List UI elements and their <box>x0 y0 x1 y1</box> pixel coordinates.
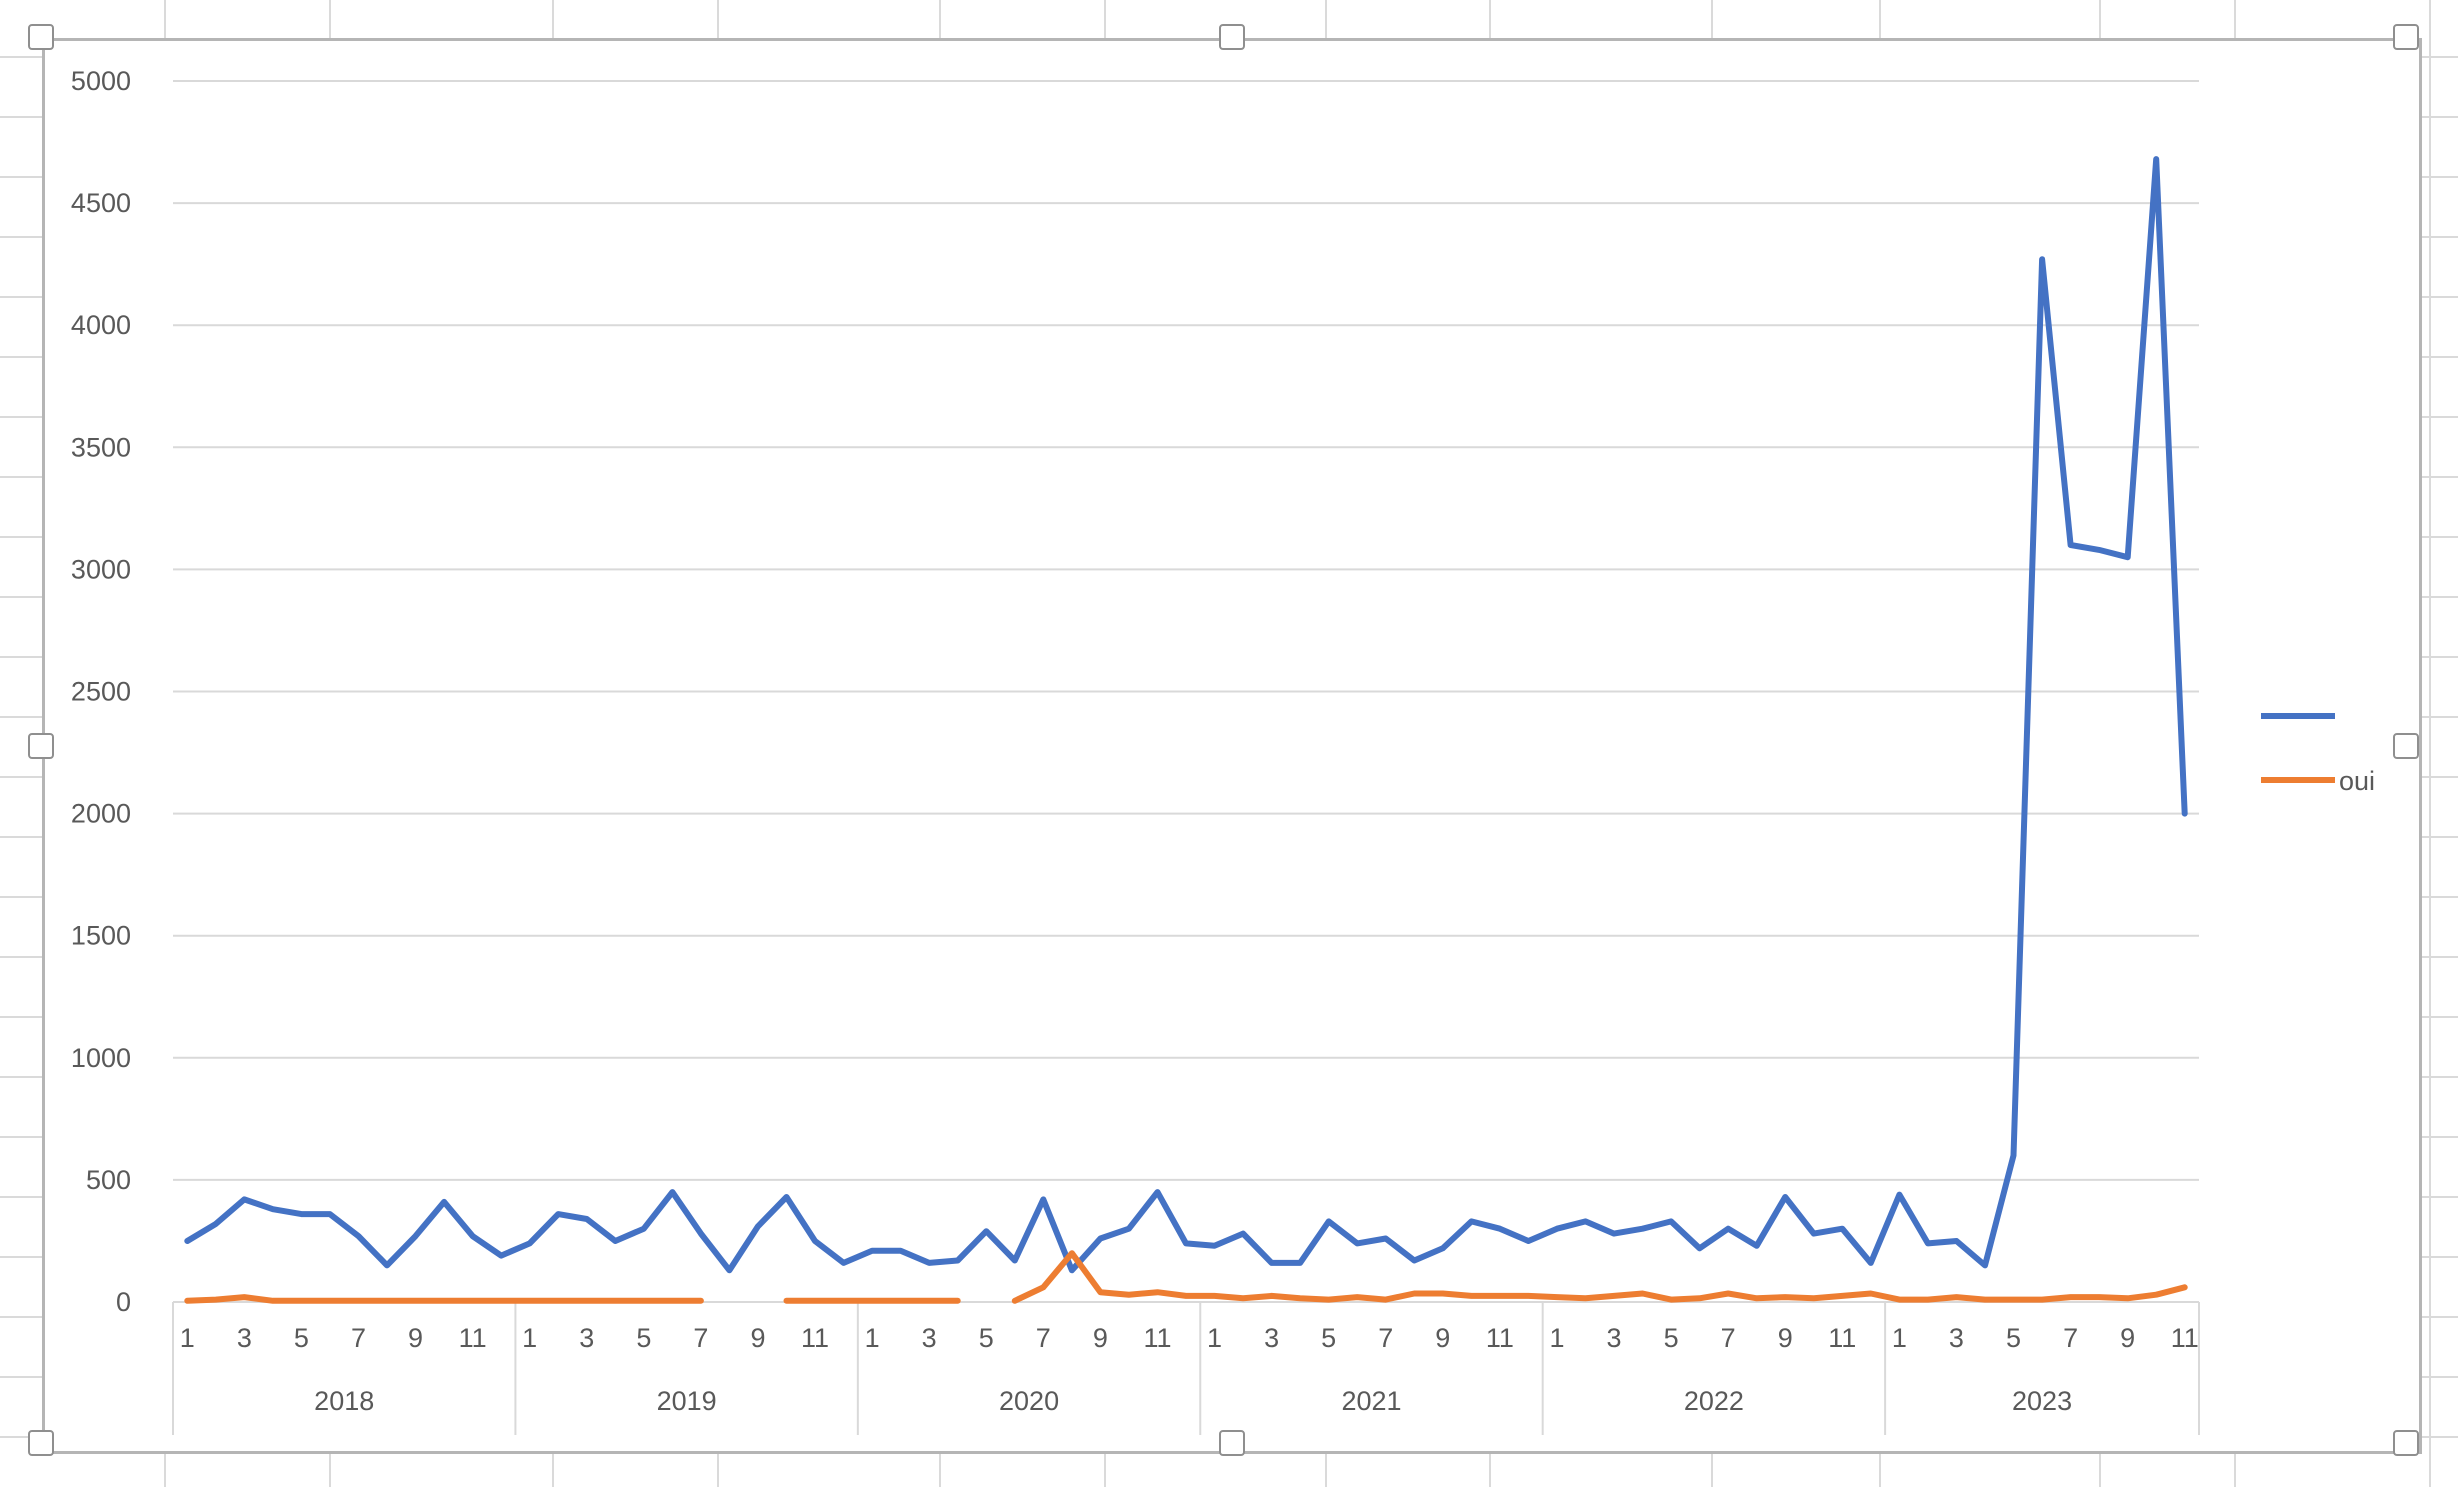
x-tick-label-month: 5 <box>979 1323 994 1353</box>
x-tick-label-month: 5 <box>1664 1323 1679 1353</box>
y-tick-label: 5000 <box>71 66 131 96</box>
y-tick-label: 3500 <box>71 432 131 462</box>
plot-series <box>184 156 2188 1304</box>
resize-handle-top-left[interactable] <box>28 24 54 50</box>
x-tick-label-month: 9 <box>1778 1323 1793 1353</box>
x-tick-label-month: 1 <box>1207 1323 1222 1353</box>
x-tick-label-month: 5 <box>294 1323 309 1353</box>
x-tick-label-month: 11 <box>801 1323 829 1353</box>
x-tick-label-month: 1 <box>522 1323 537 1353</box>
y-tick-label: 4500 <box>71 188 131 218</box>
x-tick-label-month: 11 <box>1486 1323 1514 1353</box>
resize-handle-bottom-right[interactable] <box>2393 1430 2419 1456</box>
x-tick-label-month: 9 <box>1093 1323 1108 1353</box>
x-tick-label-month: 9 <box>2120 1323 2135 1353</box>
x-tick-label-month: 11 <box>1828 1323 1856 1353</box>
x-tick-label-month: 1 <box>180 1323 195 1353</box>
x-tick-label-year: 2019 <box>657 1386 717 1416</box>
x-tick-label-month: 3 <box>1949 1323 1964 1353</box>
y-tick-label: 1000 <box>71 1043 131 1073</box>
series-line-1 <box>184 1294 704 1304</box>
y-tick-label: 1500 <box>71 921 131 951</box>
x-tick-label-month: 9 <box>1435 1323 1450 1353</box>
chart-frame[interactable]: 0 500 1000 1500 2000 2500 3000 3500 4000 4500 5000… <box>28 24 2422 1456</box>
x-tick-label-month: 1 <box>1892 1323 1907 1353</box>
x-tick-label-month: 3 <box>1264 1323 1279 1353</box>
x-tick-label-month: 7 <box>2063 1323 2078 1353</box>
y-tick-label: 2500 <box>71 677 131 707</box>
resize-handle-left[interactable] <box>28 733 54 759</box>
x-tick-label-year: 2020 <box>999 1386 1059 1416</box>
resize-handle-top-right[interactable] <box>2393 24 2419 50</box>
series-line-1 <box>1011 1250 2188 1304</box>
x-tick-label-month: 3 <box>237 1323 252 1353</box>
resize-handle-right[interactable] <box>2393 733 2419 759</box>
resize-handle-top[interactable] <box>1219 24 1245 50</box>
gridlines <box>173 80 2199 1303</box>
x-tick-label-month: 7 <box>351 1323 366 1353</box>
x-tick-label-year: 2022 <box>1684 1386 1744 1416</box>
x-tick-label-month: 1 <box>1549 1323 1564 1353</box>
x-tick-label-month: 9 <box>408 1323 423 1353</box>
x-tick-label-month: 1 <box>865 1323 880 1353</box>
x-tick-label-year: 2023 <box>2012 1386 2072 1416</box>
legend-label-1: oui <box>2339 766 2375 796</box>
x-tick-label-month: 3 <box>1607 1323 1622 1353</box>
x-tick-label-month: 7 <box>693 1323 708 1353</box>
x-tick-label-month: 9 <box>750 1323 765 1353</box>
x-tick-label-month: 11 <box>459 1323 487 1353</box>
y-tick-label: 3000 <box>71 554 131 584</box>
y-tick-label: 2000 <box>71 799 131 829</box>
x-tick-label-month: 5 <box>636 1323 651 1353</box>
x-tick-label-month: 7 <box>1036 1323 1051 1353</box>
legend: oui <box>2261 713 2375 796</box>
x-tick-label-month: 3 <box>579 1323 594 1353</box>
x-tick-label-month: 3 <box>922 1323 937 1353</box>
x-tick-label-month: 5 <box>1321 1323 1336 1353</box>
resize-handle-bottom-left[interactable] <box>28 1430 54 1456</box>
x-tick-label-year: 2021 <box>1341 1386 1401 1416</box>
resize-handle-bottom[interactable] <box>1219 1430 1245 1456</box>
line-chart: 0 500 1000 1500 2000 2500 3000 3500 4000 4500 5000… <box>71 66 2375 1435</box>
x-tick-label-month: 7 <box>1378 1323 1393 1353</box>
y-tick-label: 4000 <box>71 310 131 340</box>
y-tick-label: 500 <box>86 1165 131 1195</box>
x-tick-label-month: 7 <box>1721 1323 1736 1353</box>
x-tick-label-month: 11 <box>1143 1323 1171 1353</box>
x-tick-label-month: 5 <box>2006 1323 2021 1353</box>
x-tick-label-year: 2018 <box>314 1386 374 1416</box>
x-tick-label-month: 11 <box>2171 1323 2199 1353</box>
y-tick-label: 0 <box>116 1287 131 1317</box>
series-line-0 <box>184 156 2188 1274</box>
y-axis: 0 500 1000 1500 2000 2500 3000 3500 4000 4500 5000 <box>71 66 131 1317</box>
